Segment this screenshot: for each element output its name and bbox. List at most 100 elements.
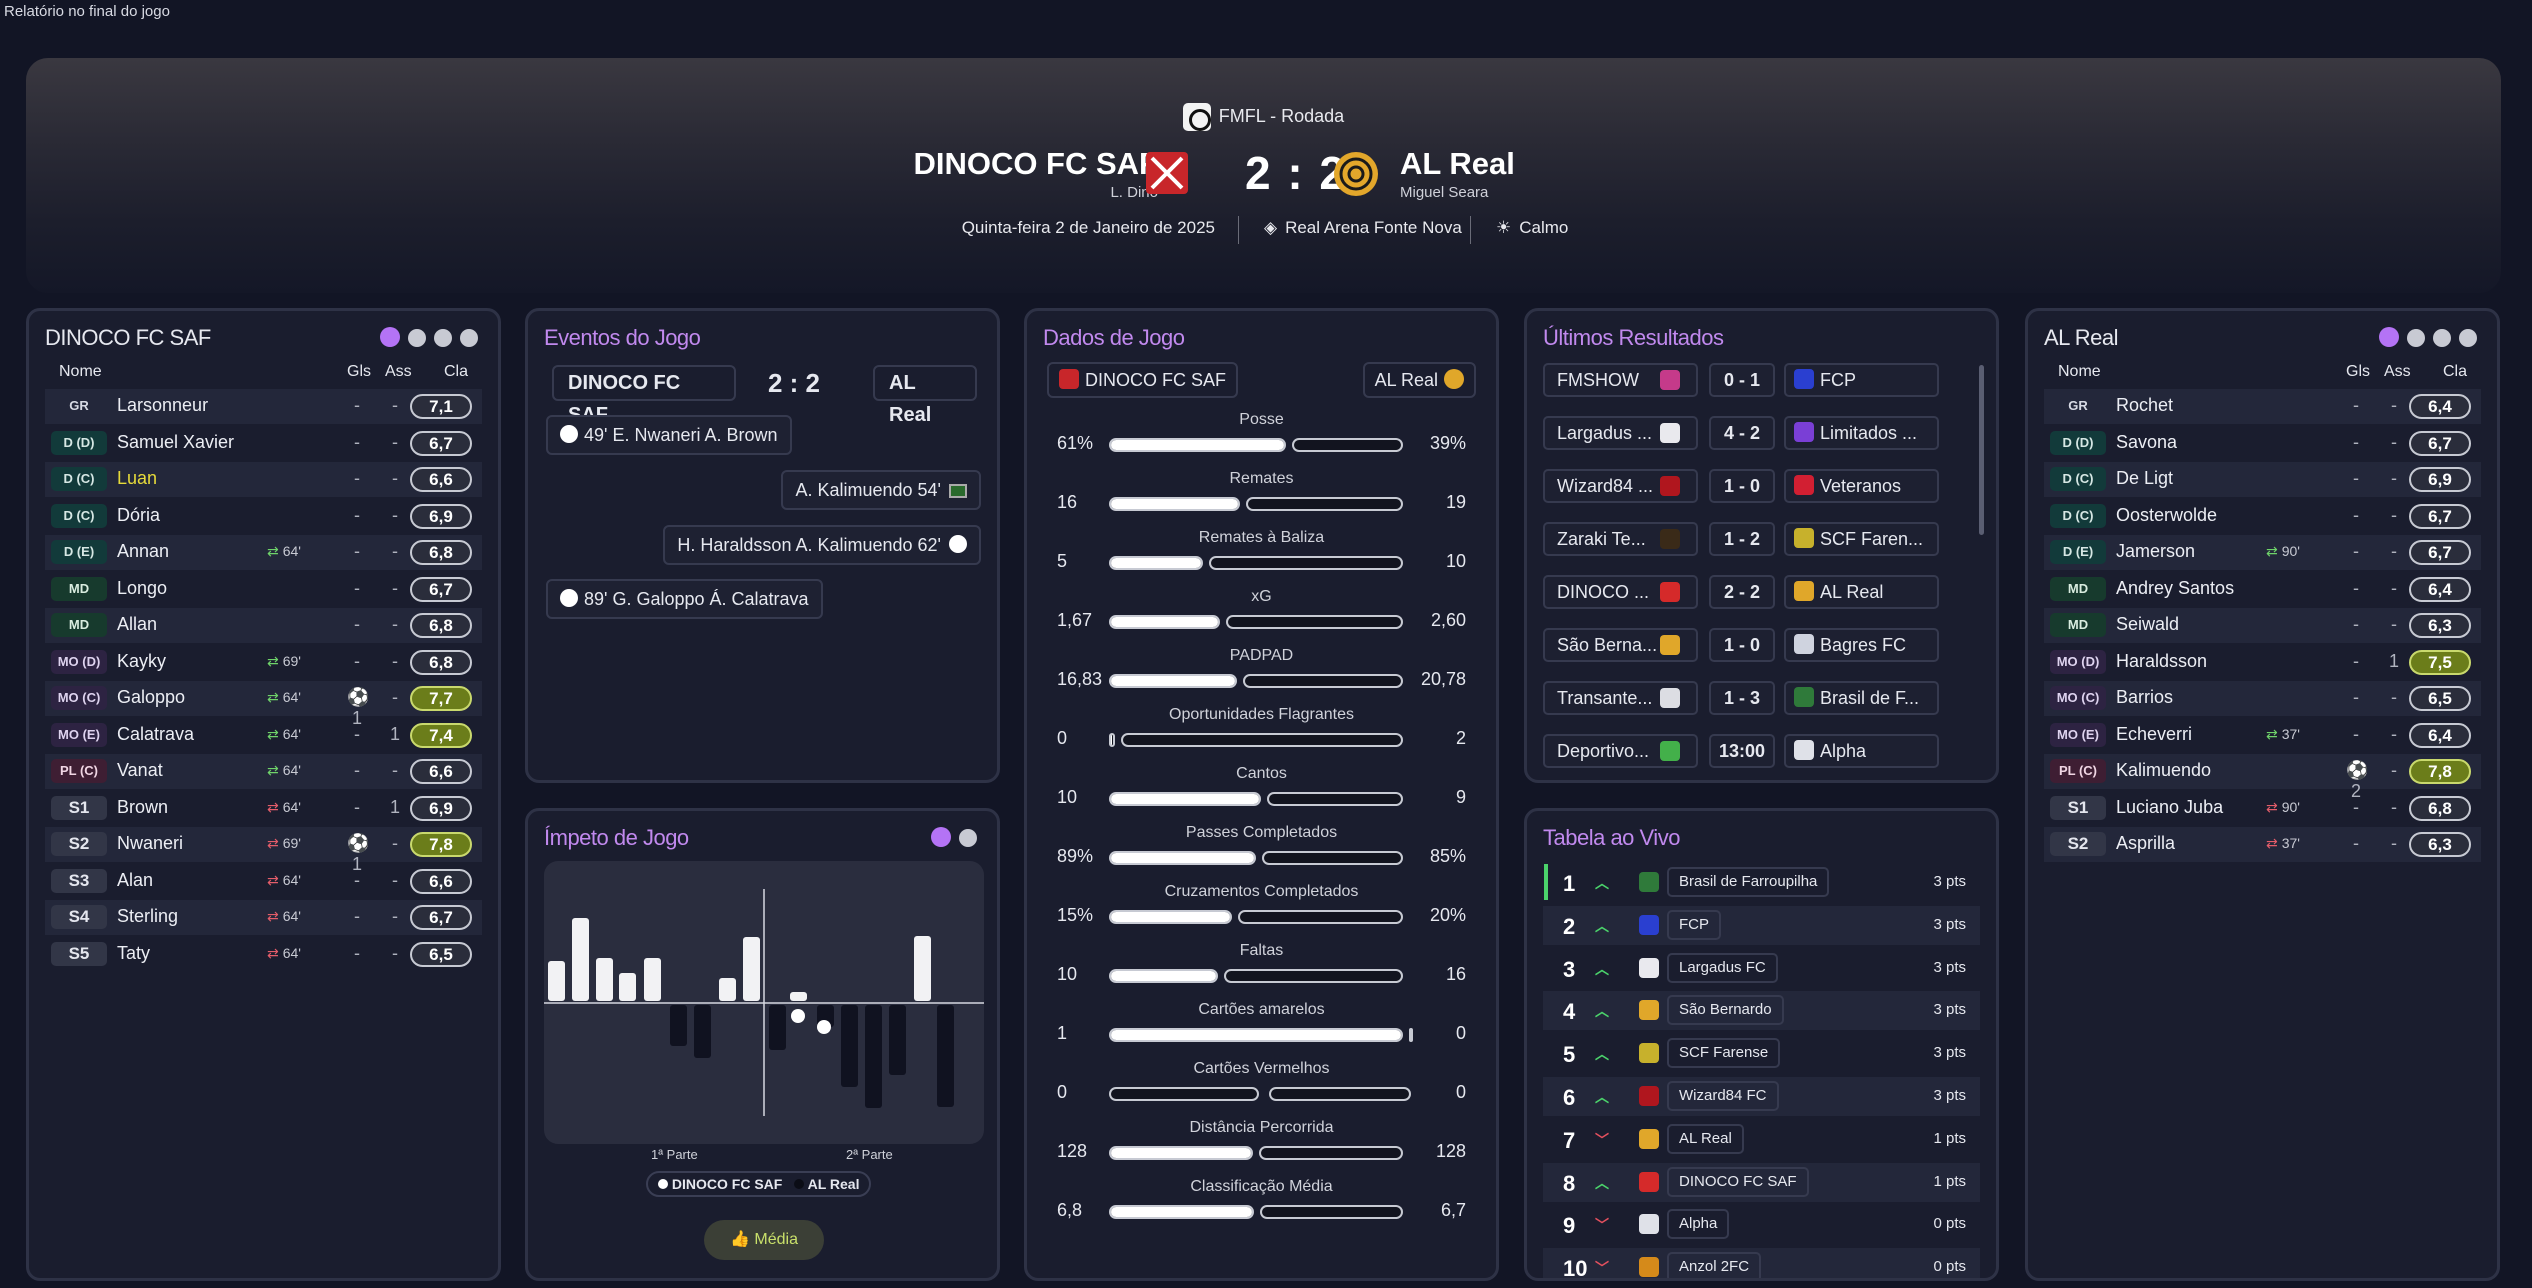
result-home[interactable]: Largadus ... <box>1543 416 1698 450</box>
table-row[interactable]: 7 ﹀ AL Real 1 pts <box>1543 1120 1980 1159</box>
result-away[interactable]: SCF Faren... <box>1784 522 1939 556</box>
dot-3[interactable] <box>434 329 452 347</box>
player-row[interactable]: D (C) Dória - -6,9 <box>45 499 482 534</box>
player-row[interactable]: MO (E) Echeverri ⇄ 37' - -6,4 <box>2044 718 2481 753</box>
average-button[interactable]: 👍 Média <box>704 1220 824 1260</box>
dot-1[interactable] <box>380 327 400 347</box>
player-row[interactable]: S2 Asprilla ⇄ 37' - -6,3 <box>2044 827 2481 862</box>
dot-2[interactable] <box>408 329 426 347</box>
player-row[interactable]: MD Seiwald - -6,3 <box>2044 608 2481 643</box>
table-row[interactable]: 3 ︿ Largadus FC 3 pts <box>1543 949 1980 988</box>
result-away[interactable]: FCP <box>1784 363 1939 397</box>
dot-2[interactable] <box>959 829 977 847</box>
table-row[interactable]: 9 ﹀ Alpha 0 pts <box>1543 1205 1980 1244</box>
goals: - <box>354 614 360 634</box>
player-row[interactable]: MD Allan - -6,8 <box>45 608 482 643</box>
event-goal[interactable]: A. Kalimuendo 54' <box>781 470 981 510</box>
player-row[interactable]: MO (C) Galoppo ⇄ 64' ⚽1 -7,7 <box>45 681 482 728</box>
away-value: 2,60 <box>1430 610 1466 630</box>
page-dots[interactable] <box>923 827 977 852</box>
player-row[interactable]: MO (D) Haraldsson - 1 7,5 <box>2044 645 2481 680</box>
stadium-icon: ◈ <box>1264 218 1278 237</box>
player-row[interactable]: D (E) Jamerson ⇄ 90' - -6,7 <box>2044 535 2481 570</box>
result-score[interactable]: 13:00 <box>1709 734 1775 768</box>
result-score[interactable]: 4 - 2 <box>1709 416 1775 450</box>
away-bar <box>1224 969 1403 983</box>
dot-1[interactable] <box>2379 327 2399 347</box>
player-row[interactable]: GR Larsonneur - -7,1 <box>45 389 482 424</box>
average-label: Média <box>754 1231 798 1248</box>
dot-1[interactable] <box>931 827 951 847</box>
player-name: Taty <box>117 942 151 963</box>
player-row[interactable]: D (C) Oosterwolde - -6,7 <box>2044 499 2481 534</box>
result-score[interactable]: 0 - 1 <box>1709 363 1775 397</box>
dot-3[interactable] <box>2433 329 2451 347</box>
stat-label: Oportunidades Flagrantes <box>1169 706 1354 723</box>
event-goal[interactable]: 49' E. Nwaneri A. Brown <box>546 415 792 455</box>
player-row[interactable]: S1 Luciano Juba ⇄ 90' - -6,8 <box>2044 791 2481 826</box>
player-row[interactable]: D (E) Annan ⇄ 64' - -6,8 <box>45 535 482 570</box>
result-away[interactable]: Limitados ... <box>1784 416 1939 450</box>
table-row[interactable]: 5 ︿ SCF Farense 3 pts <box>1543 1034 1980 1073</box>
substitution-icon: ⇄ <box>267 835 279 851</box>
assists: - <box>2391 723 2397 744</box>
scrollbar[interactable] <box>1979 365 1984 535</box>
home-value: 16 <box>1057 492 1078 512</box>
result-away[interactable]: AL Real <box>1784 575 1939 609</box>
player-row[interactable]: S5 Taty ⇄ 64' - -6,5 <box>45 937 482 972</box>
result-score[interactable]: 2 - 2 <box>1709 575 1775 609</box>
dot-4[interactable] <box>2459 329 2477 347</box>
player-row[interactable]: MO (C) Barrios - -6,5 <box>2044 681 2481 716</box>
result-home[interactable]: Transante... <box>1543 681 1698 715</box>
result-score[interactable]: 1 - 0 <box>1709 628 1775 662</box>
home-team[interactable]: DINOCO FC SAF L. Dino <box>913 146 1158 201</box>
result-home[interactable]: Zaraki Te... <box>1543 522 1698 556</box>
event-goal[interactable]: 89' G. Galoppo Á. Calatrava <box>546 579 823 619</box>
result-home[interactable]: FMSHOW <box>1543 363 1698 397</box>
player-row[interactable]: PL (C) Kalimuendo ⚽2 -7,8 <box>2044 754 2481 801</box>
page-dots[interactable] <box>2371 327 2477 352</box>
result-home[interactable]: Deportivo... <box>1543 734 1698 768</box>
result-home[interactable]: São Berna... <box>1543 628 1698 662</box>
player-row[interactable]: MO (E) Calatrava ⇄ 64' - 1 7,4 <box>45 718 482 753</box>
legend-away: AL Real <box>807 1176 860 1192</box>
player-row[interactable]: MD Andrey Santos - -6,4 <box>2044 572 2481 607</box>
table-row[interactable]: 10 ﹀ Anzol 2FC 0 pts <box>1543 1248 1980 1278</box>
result-home[interactable]: Wizard84 ... <box>1543 469 1698 503</box>
table-row[interactable]: 4 ︿ São Bernardo 3 pts <box>1543 991 1980 1031</box>
table-row[interactable]: 8 ︿ DINOCO FC SAF 1 pts <box>1543 1162 1980 1202</box>
away-bar <box>1292 438 1403 452</box>
player-name: Kayky <box>117 650 167 671</box>
player-row[interactable]: D (C) Luan - -6,6 <box>45 462 482 497</box>
result-score[interactable]: 1 - 2 <box>1709 522 1775 556</box>
table-row[interactable]: 1 ︿ Brasil de Farroupilha 3 pts <box>1543 863 1980 902</box>
table-row[interactable]: 6 ︿ Wizard84 FC 3 pts <box>1543 1077 1980 1116</box>
player-row[interactable]: MD Longo - -6,7 <box>45 572 482 607</box>
player-row[interactable]: GR Rochet - -6,4 <box>2044 389 2481 424</box>
result-away[interactable]: Bagres FC <box>1784 628 1939 662</box>
player-row[interactable]: D (D) Samuel Xavier - -6,7 <box>45 426 482 461</box>
player-row[interactable]: D (D) Savona - -6,7 <box>2044 426 2481 461</box>
result-home[interactable]: DINOCO ... <box>1543 575 1698 609</box>
away-team[interactable]: AL Real Miguel Seara <box>1400 146 1515 201</box>
result-away[interactable]: Brasil de F... <box>1784 681 1939 715</box>
event-goal[interactable]: H. Haraldsson A. Kalimuendo 62' <box>663 525 981 565</box>
page-dots[interactable] <box>372 327 478 352</box>
player-row[interactable]: S1 Brown ⇄ 64' - 1 6,9 <box>45 791 482 826</box>
player-row[interactable]: D (C) De Ligt - -6,9 <box>2044 462 2481 497</box>
result-score[interactable]: 1 - 0 <box>1709 469 1775 503</box>
dot-2[interactable] <box>2407 329 2425 347</box>
substitution: ⇄ 64' <box>267 689 301 706</box>
goals: - <box>354 541 360 561</box>
dot-4[interactable] <box>460 329 478 347</box>
result-away[interactable]: Veteranos <box>1784 469 1939 503</box>
player-row[interactable]: MO (D) Kayky ⇄ 69' - -6,8 <box>45 645 482 680</box>
player-row[interactable]: PL (C) Vanat ⇄ 64' - -6,6 <box>45 754 482 789</box>
player-row[interactable]: S4 Sterling ⇄ 64' - -6,7 <box>45 900 482 935</box>
table-team-name: FCP <box>1667 909 1721 940</box>
player-row[interactable]: S3 Alan ⇄ 64' - -6,6 <box>45 864 482 899</box>
table-row[interactable]: 2 ︿ FCP 3 pts <box>1543 905 1980 945</box>
player-row[interactable]: S2 Nwaneri ⇄ 69' ⚽1 -7,8 <box>45 827 482 874</box>
result-score[interactable]: 1 - 3 <box>1709 681 1775 715</box>
result-away[interactable]: Alpha <box>1784 734 1939 768</box>
